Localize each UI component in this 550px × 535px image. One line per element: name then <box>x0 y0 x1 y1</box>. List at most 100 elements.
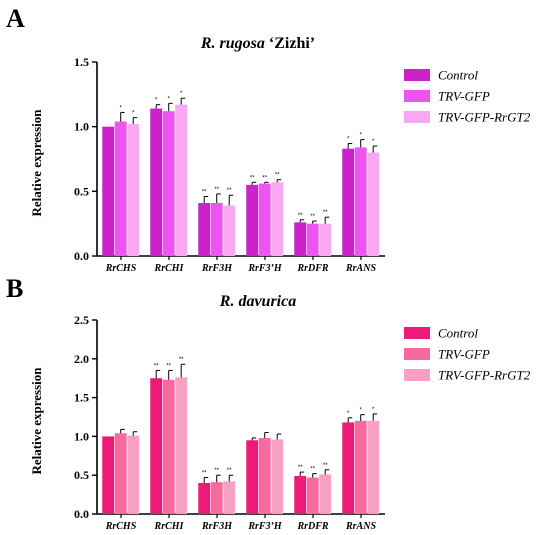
bar-b <box>175 377 188 514</box>
significance-mark-a: ** <box>298 213 303 219</box>
y-axis-label-b: Relative expression <box>29 367 44 475</box>
bar-a <box>246 184 259 256</box>
x-tick-label-a: RrF3’H <box>247 263 283 274</box>
y-tick-label-a: 1.5 <box>74 55 89 69</box>
bar-a <box>342 148 355 256</box>
y-tick-label-b: 1.0 <box>74 429 89 443</box>
bar-a <box>258 183 271 256</box>
bar-b <box>150 378 163 514</box>
bar-b <box>127 435 140 514</box>
bar-b <box>367 420 380 514</box>
y-tick-label-b: 0.5 <box>74 468 89 482</box>
bar-a <box>210 202 223 256</box>
panel-letter-a: A <box>6 4 25 33</box>
bar-b <box>271 439 284 514</box>
bar-a <box>102 126 115 257</box>
bar-a <box>127 124 140 256</box>
significance-mark-b: ** <box>179 357 184 363</box>
bar-a <box>354 147 367 256</box>
significance-mark-a: * <box>180 91 183 97</box>
significance-mark-b: ** <box>154 363 159 369</box>
chart-title-b: R. davurica <box>219 293 296 310</box>
bar-a <box>150 108 163 256</box>
bar-b <box>114 433 127 514</box>
legend-label-a: TRV-GFP-RrGT2 <box>438 110 531 125</box>
x-tick-label-b: RrCHI <box>154 521 185 532</box>
legend-label-b: TRV-GFP-RrGT2 <box>438 368 531 383</box>
bar-b <box>258 437 271 514</box>
x-tick-label-a: RrANS <box>345 263 376 274</box>
legend-swatch-b <box>404 348 430 360</box>
significance-mark-a: ** <box>310 214 315 220</box>
y-tick-label-a: 1.0 <box>74 120 89 134</box>
significance-mark-a: ** <box>214 187 219 193</box>
y-tick-label-a: 0.0 <box>74 249 89 263</box>
bar-b <box>223 481 236 514</box>
legend-swatch-a <box>404 90 430 102</box>
chart-title-b-italic: R. davurica <box>219 293 296 310</box>
bar-a <box>175 104 188 257</box>
bar-b <box>354 420 367 514</box>
x-tick-label-b: RrCHS <box>105 521 137 532</box>
significance-mark-a: * <box>120 105 123 111</box>
x-tick-label-a: RrCHS <box>105 263 137 274</box>
y-tick-label-b: 2.0 <box>74 352 89 366</box>
bar-b <box>210 482 223 514</box>
y-axis-label-a: Relative expression <box>29 109 44 217</box>
significance-mark-b: * <box>372 407 375 413</box>
y-tick-label-b: 2.5 <box>74 313 89 327</box>
bar-b <box>198 482 211 514</box>
bar-a <box>367 152 380 256</box>
bar-a <box>319 223 332 256</box>
bar-b <box>306 477 319 514</box>
x-tick-label-a: RrDFR <box>296 263 328 274</box>
significance-mark-b: ** <box>227 468 232 474</box>
legend-swatch-a <box>404 69 430 81</box>
x-tick-label-b: RrF3’H <box>247 521 283 532</box>
y-tick-label-b: 1.5 <box>74 391 89 405</box>
significance-mark-a: * <box>155 98 158 104</box>
legend-label-a: Control <box>438 68 478 83</box>
bar-a <box>271 182 284 256</box>
significance-mark-b: * <box>347 411 350 417</box>
y-tick-label-b: 0.0 <box>74 507 89 521</box>
legend-label-b: Control <box>438 326 478 341</box>
significance-mark-a: ** <box>202 190 207 196</box>
legend-swatch-b <box>404 327 430 339</box>
x-tick-label-a: RrF3H <box>201 263 233 274</box>
bar-b <box>162 379 175 514</box>
bar-a <box>162 111 175 256</box>
x-tick-label-b: RrANS <box>345 521 376 532</box>
legend-swatch-b <box>404 369 430 381</box>
bar-b <box>342 422 355 514</box>
significance-mark-a: * <box>347 136 350 142</box>
significance-mark-a: * <box>360 133 363 139</box>
y-tick-label-a: 0.5 <box>74 184 89 198</box>
significance-mark-a: ** <box>262 175 267 181</box>
significance-mark-b: ** <box>298 465 303 471</box>
significance-mark-a: * <box>372 139 375 145</box>
bar-b <box>246 440 259 514</box>
legend-label-a: TRV-GFP <box>438 89 490 104</box>
bar-b <box>319 474 332 514</box>
bar-a <box>223 205 236 256</box>
bar-a <box>114 121 127 256</box>
significance-mark-b: ** <box>323 463 328 469</box>
chart-title-a-italic: R. rugosa <box>200 35 265 52</box>
bar-a <box>294 222 307 256</box>
significance-mark-a: ** <box>227 188 232 194</box>
chart-title-a: R. rugosa ‘Zizhi’ <box>200 35 315 52</box>
significance-mark-b: ** <box>166 363 171 369</box>
significance-mark-b: ** <box>214 468 219 474</box>
significance-mark-a: * <box>168 96 171 102</box>
panel-letter-b: B <box>6 274 23 303</box>
significance-mark-a: ** <box>275 173 280 179</box>
chart-title-a-rest: ‘Zizhi’ <box>265 35 315 52</box>
bar-b <box>294 475 307 514</box>
bar-a <box>306 223 319 256</box>
significance-mark-b: ** <box>202 471 207 477</box>
significance-mark-a: * <box>132 111 135 117</box>
